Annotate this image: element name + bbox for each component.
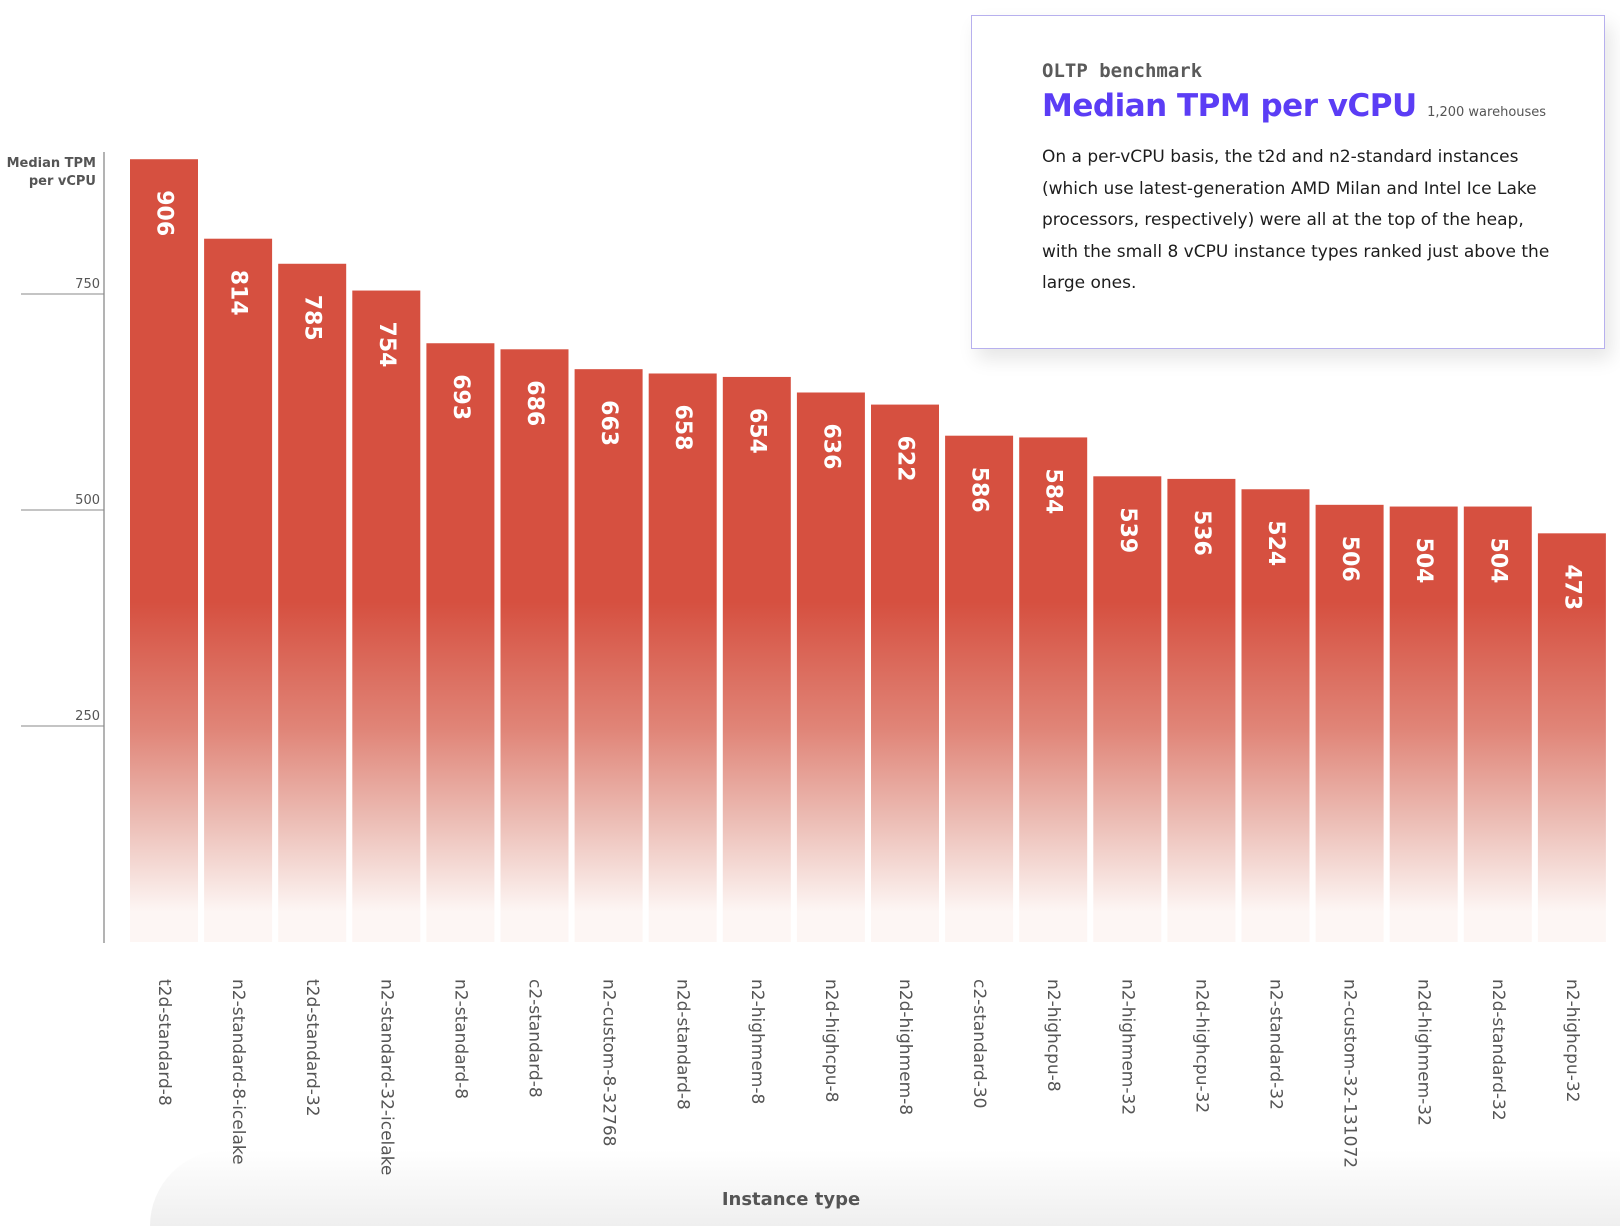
y-tick-label: 250 [75, 709, 100, 724]
x-tick-label: n2-standard-8 [450, 979, 470, 1099]
x-tick-label: n2-highmem-32 [1117, 979, 1137, 1115]
bar-value-label: 686 [522, 380, 547, 426]
bar-n2-highcpu-8 [1019, 437, 1088, 942]
bar-value-label: 584 [1041, 468, 1066, 514]
x-tick-label: n2d-highcpu-32 [1191, 979, 1211, 1113]
x-tick-label: n2-standard-32 [1266, 979, 1286, 1110]
bar-value-label: 524 [1263, 520, 1288, 566]
bottom-fade [150, 1150, 1620, 1226]
bar-value-label: 785 [300, 295, 325, 341]
bar-value-label: 906 [152, 190, 177, 236]
card-title: Median TPM per vCPU [1042, 88, 1417, 124]
x-tick-label: n2-highcpu-8 [1043, 979, 1063, 1092]
bar-n2-standard-32 [1241, 489, 1310, 942]
bar-value-label: 693 [448, 374, 473, 420]
x-tick-label: t2d-standard-8 [154, 979, 174, 1106]
bar-value-label: 654 [744, 408, 769, 454]
y-tick-label: 750 [75, 277, 100, 292]
bar-n2-custom-8-32768 [574, 369, 643, 943]
x-tick-label: n2-custom-32-131072 [1340, 979, 1360, 1168]
x-tick-label: c2-standard-30 [969, 979, 989, 1108]
card-body: On a per-vCPU basis, the t2d and n2-stan… [1042, 147, 1550, 293]
bar-n2d-highcpu-32 [1167, 478, 1236, 942]
bar-n2d-standard-32 [1463, 506, 1532, 942]
bar-value-label: 536 [1189, 510, 1214, 556]
y-axis-label-line-1: Median TPM [7, 156, 96, 171]
bar-n2d-highmem-32 [1389, 506, 1458, 942]
x-tick-label: n2d-standard-8 [673, 979, 693, 1110]
x-axis-label: Instance type [722, 1189, 860, 1210]
bar-value-label: 663 [596, 400, 621, 446]
bar-n2-highmem-32 [1093, 476, 1162, 942]
bar-n2-standard-8-icelake [204, 238, 273, 943]
x-tick-label: t2d-standard-32 [302, 979, 322, 1117]
bar-t2d-standard-32 [278, 263, 347, 942]
card-title-row: Median TPM per vCPU 1,200 warehouses [1042, 88, 1546, 124]
y-axis: Median TPM per vCPU 250 500 750 [7, 152, 105, 943]
bar-n2d-standard-8 [648, 373, 717, 942]
x-tick-label: n2-highmem-8 [747, 979, 767, 1104]
bar-n2-highcpu-32 [1537, 533, 1606, 942]
bar-value-label: 814 [226, 270, 251, 316]
bar-t2d-standard-8 [130, 159, 198, 942]
bar-n2-standard-32-icelake [352, 290, 421, 942]
bar-value-label: 504 [1411, 538, 1436, 584]
card-subtitle: 1,200 warehouses [1427, 105, 1547, 120]
bar-n2-custom-32-131072 [1315, 504, 1384, 942]
x-tick-label: n2-custom-8-32768 [599, 979, 619, 1147]
bar-value-label: 504 [1485, 538, 1510, 584]
bar-value-label: 473 [1559, 564, 1584, 610]
bar-value-label: 586 [967, 467, 992, 513]
bar-n2d-highcpu-8 [796, 392, 865, 943]
bar-value-label: 658 [670, 404, 695, 450]
bar-value-label: 539 [1115, 507, 1140, 553]
card-kicker: OLTP benchmark [1042, 60, 1203, 82]
x-tick-label: n2d-highmem-32 [1414, 979, 1434, 1126]
bar-value-label: 636 [818, 423, 843, 469]
bar-value-label: 754 [374, 322, 399, 368]
y-axis-label-line-2: per vCPU [29, 174, 96, 189]
x-tick-label: n2-standard-32-icelake [376, 979, 396, 1175]
x-tick-label: n2d-standard-32 [1488, 979, 1508, 1121]
x-tick-label: n2d-highmem-8 [895, 979, 915, 1115]
x-tick-label: n2-standard-8-icelake [228, 979, 248, 1165]
bar-c2-standard-30 [945, 435, 1014, 942]
bar-value-label: 622 [893, 436, 918, 482]
x-tick-label: n2-highcpu-32 [1562, 979, 1582, 1102]
bar-c2-standard-8 [500, 349, 569, 942]
y-tick-label: 500 [75, 493, 100, 508]
bar-n2d-highmem-8 [871, 404, 939, 942]
bar-value-label: 506 [1337, 536, 1362, 582]
x-tick-label: c2-standard-8 [525, 979, 545, 1098]
x-tick-label: n2d-highcpu-8 [821, 979, 841, 1102]
bar-n2-highmem-8 [722, 376, 791, 943]
info-card: OLTP benchmark Median TPM per vCPU 1,200… [971, 15, 1605, 349]
bar-n2-standard-8 [426, 343, 495, 942]
